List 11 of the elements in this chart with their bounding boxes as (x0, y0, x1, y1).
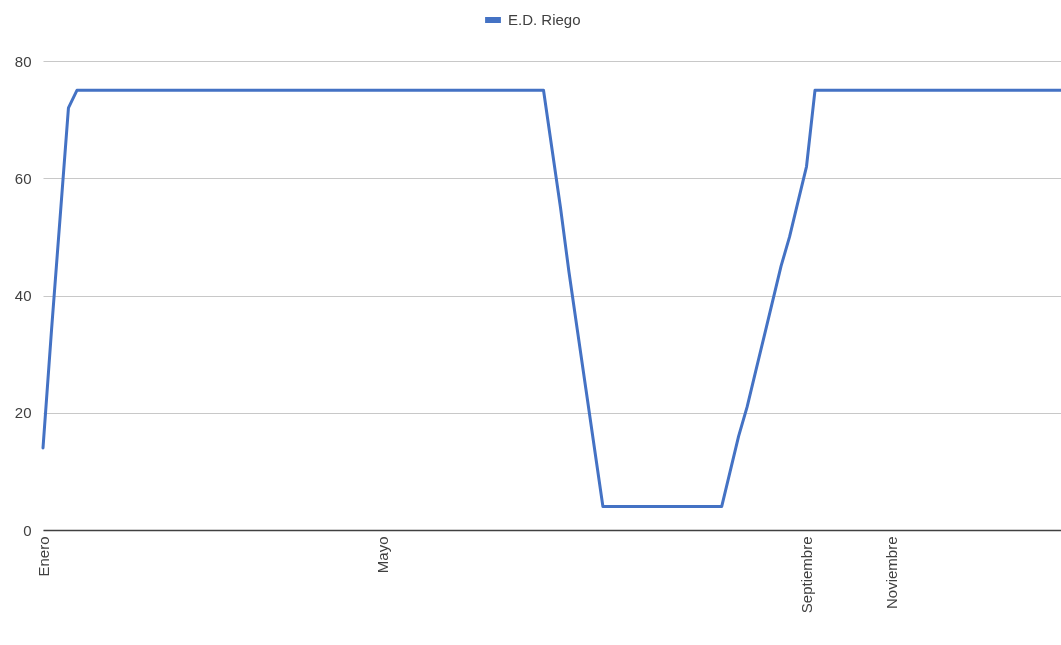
y-tick-label: 80 (14, 52, 32, 70)
y-tick-label: 60 (14, 169, 32, 187)
y-tick-label: 20 (14, 404, 32, 422)
y-tick-label: 0 (23, 521, 32, 539)
line-series (41, 88, 1061, 509)
x-tick-label: Enero (34, 536, 52, 577)
legend-label: E.D. Riego (508, 11, 581, 28)
x-tick-label: Mayo (373, 536, 391, 574)
x-tick-label: Noviembre (882, 536, 900, 610)
x-tick-label: Septiembre (798, 536, 815, 614)
y-tick-label: 40 (14, 287, 32, 304)
